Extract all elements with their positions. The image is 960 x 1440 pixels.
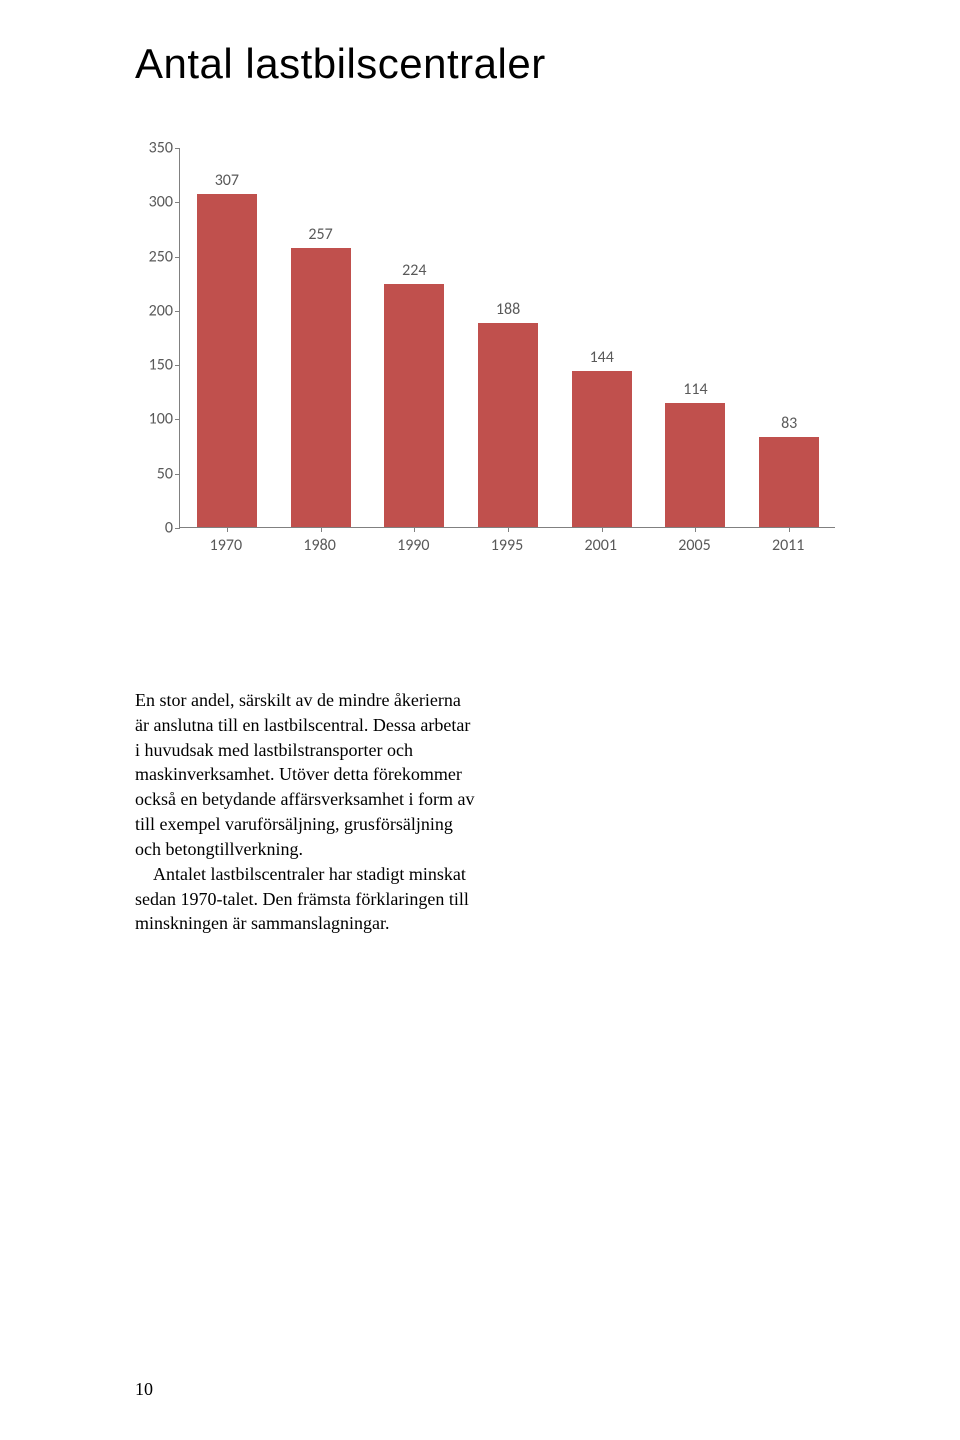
- y-tick-mark: [175, 528, 180, 529]
- y-tick-mark: [175, 311, 180, 312]
- bar-slot: 307: [180, 171, 274, 527]
- bar: [384, 284, 444, 527]
- y-tick-label: 300: [149, 193, 173, 212]
- x-tick-mark: [695, 527, 696, 532]
- y-tick-mark: [175, 474, 180, 475]
- x-tick-label: 1995: [460, 536, 554, 555]
- bar-value-label: 188: [496, 300, 520, 319]
- y-tick-label: 350: [149, 139, 173, 158]
- bar-value-label: 144: [590, 348, 614, 367]
- paragraph: En stor andel, särskilt av de mindre åke…: [135, 688, 475, 862]
- y-tick-label: 0: [165, 519, 173, 538]
- x-tick-mark: [602, 527, 603, 532]
- page-title: Antal lastbilscentraler: [135, 40, 870, 88]
- y-tick-mark: [175, 419, 180, 420]
- y-tick-label: 150: [149, 356, 173, 375]
- y-tick-mark: [175, 148, 180, 149]
- x-tick-label: 2011: [741, 536, 835, 555]
- y-tick-label: 100: [149, 410, 173, 429]
- body-text: En stor andel, särskilt av de mindre åke…: [135, 688, 475, 936]
- x-tick-mark: [414, 527, 415, 532]
- bar-slot: 224: [367, 261, 461, 527]
- y-tick-mark: [175, 365, 180, 366]
- y-tick-mark: [175, 257, 180, 258]
- page-number: 10: [135, 1379, 153, 1400]
- x-tick-label: 2001: [554, 536, 648, 555]
- y-tick-label: 200: [149, 301, 173, 320]
- bar-value-label: 83: [781, 414, 797, 433]
- bar-value-label: 307: [215, 171, 239, 190]
- bar-value-label: 224: [402, 261, 426, 280]
- y-tick-mark: [175, 202, 180, 203]
- bar: [759, 437, 819, 527]
- bar-chart: 350300250200150100500 307257224188144114…: [135, 148, 855, 588]
- chart-plot-area: 307 257 224 188 144 114 83: [179, 148, 835, 528]
- bar: [291, 248, 351, 527]
- bar-slot: 257: [274, 225, 368, 527]
- bar: [665, 403, 725, 527]
- bar-value-label: 257: [308, 225, 332, 244]
- bar-slot: 188: [461, 300, 555, 527]
- y-tick-label: 50: [157, 464, 173, 483]
- bar-slot: 114: [649, 380, 743, 527]
- x-tick-mark: [508, 527, 509, 532]
- x-tick-mark: [789, 527, 790, 532]
- x-tick-mark: [321, 527, 322, 532]
- x-tick-label: 1970: [179, 536, 273, 555]
- y-axis-labels: 350300250200150100500: [135, 148, 179, 528]
- x-axis-labels: 1970198019901995200120052011: [179, 536, 835, 555]
- bar-slot: 144: [555, 348, 649, 527]
- paragraph: Antalet lastbilscentraler har stadigt mi…: [135, 862, 475, 936]
- x-tick-mark: [227, 527, 228, 532]
- bar: [572, 371, 632, 527]
- bar-slot: 83: [742, 414, 836, 527]
- bar-value-label: 114: [683, 380, 707, 399]
- bars-container: 307 257 224 188 144 114 83: [180, 147, 836, 527]
- x-tick-label: 1990: [366, 536, 460, 555]
- x-tick-label: 2005: [648, 536, 742, 555]
- bar: [478, 323, 538, 527]
- y-tick-label: 250: [149, 247, 173, 266]
- bar: [197, 194, 257, 527]
- x-tick-label: 1980: [273, 536, 367, 555]
